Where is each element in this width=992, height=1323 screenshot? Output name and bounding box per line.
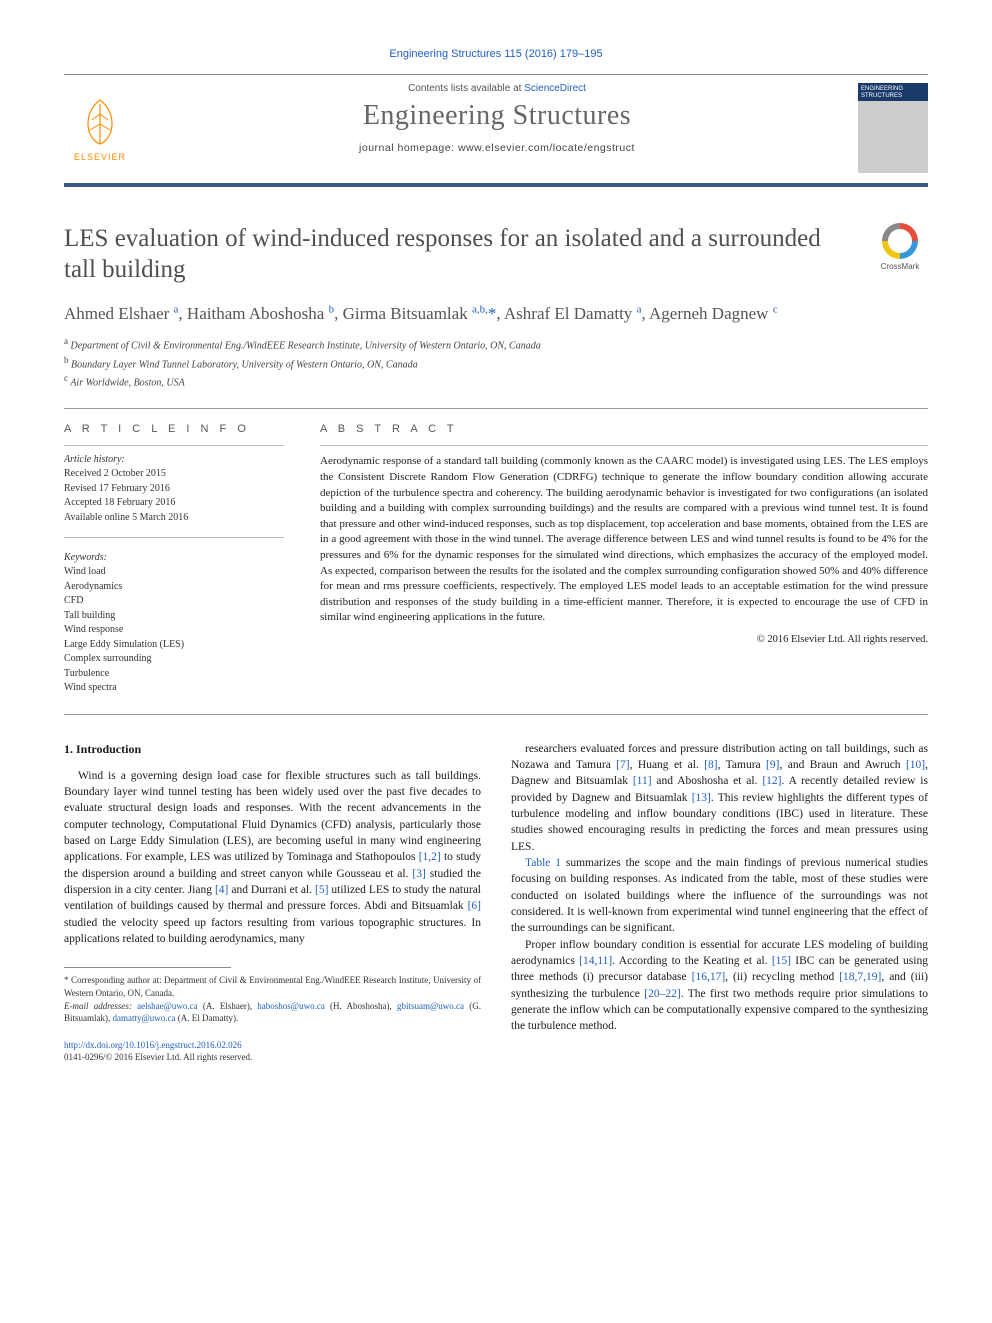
ref-link[interactable]: [4] (215, 884, 228, 896)
article-info-head: A R T I C L E I N F O (64, 423, 284, 435)
keyword: Wind spectra (64, 681, 284, 696)
abstract-head: A B S T R A C T (320, 423, 928, 435)
intro-heading: 1. Introduction (64, 741, 481, 758)
keywords-head: Keywords: (64, 552, 284, 563)
email-link[interactable]: damatty@uwo.ca (113, 1013, 176, 1023)
contents-available: Contents lists available at ScienceDirec… (148, 83, 846, 94)
keyword: Tall building (64, 609, 284, 624)
keyword: Wind response (64, 623, 284, 638)
meta-subrule (64, 445, 284, 446)
intro-para-1: Wind is a governing design load case for… (64, 768, 481, 948)
crossmark-badge[interactable]: CrossMark (872, 223, 928, 279)
abstract-subrule (320, 445, 928, 446)
ref-link[interactable]: [6] (468, 900, 481, 912)
email-link[interactable]: gbitsuam@uwo.ca (397, 1001, 464, 1011)
journal-cover-thumb[interactable]: ENGINEERING STRUCTURES (858, 83, 928, 173)
history-received: Received 2 October 2015 (64, 467, 284, 482)
ref-link[interactable]: [11] (633, 775, 652, 787)
col2-para-2: Table 1 summarizes the scope and the mai… (511, 855, 928, 937)
ref-link[interactable]: [8] (704, 759, 717, 771)
keyword: CFD (64, 594, 284, 609)
meta-subrule2 (64, 537, 284, 538)
email-footnote: E-mail addresses: aelshae@uwo.ca (A. Els… (64, 1000, 481, 1025)
sciencedirect-link[interactable]: ScienceDirect (524, 83, 586, 94)
keyword: Aerodynamics (64, 580, 284, 595)
affil-c: c Air Worldwide, Boston, USA (64, 372, 928, 390)
history-head: Article history: (64, 454, 284, 465)
ref-link[interactable]: [12] (762, 775, 781, 787)
col2-para-1: researchers evaluated forces and pressur… (511, 741, 928, 855)
contents-prefix: Contents lists available at (408, 83, 524, 94)
email-link[interactable]: haboshos@uwo.ca (257, 1001, 325, 1011)
doi-block: http://dx.doi.org/10.1016/j.engstruct.20… (64, 1039, 481, 1064)
table-link[interactable]: Table 1 (525, 857, 561, 869)
affiliations: a Department of Civil & Environmental En… (64, 335, 928, 390)
keyword: Turbulence (64, 667, 284, 682)
affil-a: a Department of Civil & Environmental En… (64, 335, 928, 353)
abstract-text: Aerodynamic response of a standard tall … (320, 454, 928, 626)
footnote-rule (64, 967, 231, 968)
section-rule-2 (64, 714, 928, 715)
history-accepted: Accepted 18 February 2016 (64, 496, 284, 511)
ref-link[interactable]: [20–22] (644, 988, 680, 1000)
section-rule (64, 408, 928, 409)
doi-link[interactable]: http://dx.doi.org/10.1016/j.engstruct.20… (64, 1040, 242, 1050)
ref-link[interactable]: [18,7,19] (839, 971, 881, 983)
history-online: Available online 5 March 2016 (64, 511, 284, 526)
journal-name: Engineering Structures (148, 100, 846, 132)
crossmark-icon (882, 223, 918, 259)
crossmark-label: CrossMark (881, 262, 920, 271)
ref-link[interactable]: [3] (412, 868, 425, 880)
homepage-url[interactable]: www.elsevier.com/locate/engstruct (458, 142, 635, 154)
journal-homepage: journal homepage: www.elsevier.com/locat… (148, 142, 846, 154)
article-title: LES evaluation of wind-induced responses… (64, 223, 856, 286)
author-list: Ahmed Elshaer a, Haitham Aboshosha b, Gi… (64, 302, 928, 326)
affil-b: b Boundary Layer Wind Tunnel Laboratory,… (64, 354, 928, 372)
keyword: Wind load (64, 565, 284, 580)
ref-link[interactable]: [14,11] (579, 955, 612, 967)
cover-title: ENGINEERING STRUCTURES (861, 86, 925, 99)
keywords-list: Wind loadAerodynamicsCFDTall buildingWin… (64, 565, 284, 696)
ref-link[interactable]: [10] (906, 759, 925, 771)
body-col-right: researchers evaluated forces and pressur… (511, 741, 928, 1064)
ref-link[interactable]: [7] (616, 759, 629, 771)
ref-link[interactable]: [9] (766, 759, 779, 771)
email-label: E-mail addresses: (64, 1001, 132, 1011)
top-citation: Engineering Structures 115 (2016) 179–19… (64, 48, 928, 60)
body-col-left: 1. Introduction Wind is a governing desi… (64, 741, 481, 1064)
corresponding-footnote: * Corresponding author at: Department of… (64, 974, 481, 999)
keyword: Complex surrounding (64, 652, 284, 667)
homepage-prefix: journal homepage: (359, 142, 458, 154)
keyword: Large Eddy Simulation (LES) (64, 638, 284, 653)
publisher-name: ELSEVIER (74, 152, 126, 162)
journal-header: ELSEVIER Contents lists available at Sci… (64, 75, 928, 187)
issn-line: 0141-0296/© 2016 Elsevier Ltd. All right… (64, 1052, 252, 1062)
elsevier-tree-icon (72, 94, 128, 150)
elsevier-logo[interactable]: ELSEVIER (64, 83, 136, 173)
copyright: © 2016 Elsevier Ltd. All rights reserved… (320, 634, 928, 645)
ref-link[interactable]: [15] (772, 955, 791, 967)
ref-link[interactable]: [16,17] (692, 971, 726, 983)
history-revised: Revised 17 February 2016 (64, 482, 284, 497)
col2-para-3: Proper inflow boundary condition is esse… (511, 937, 928, 1035)
ref-link[interactable]: [1,2] (419, 851, 441, 863)
email-link[interactable]: aelshae@uwo.ca (137, 1001, 198, 1011)
ref-link[interactable]: [13] (692, 792, 711, 804)
ref-link[interactable]: [5] (315, 884, 328, 896)
